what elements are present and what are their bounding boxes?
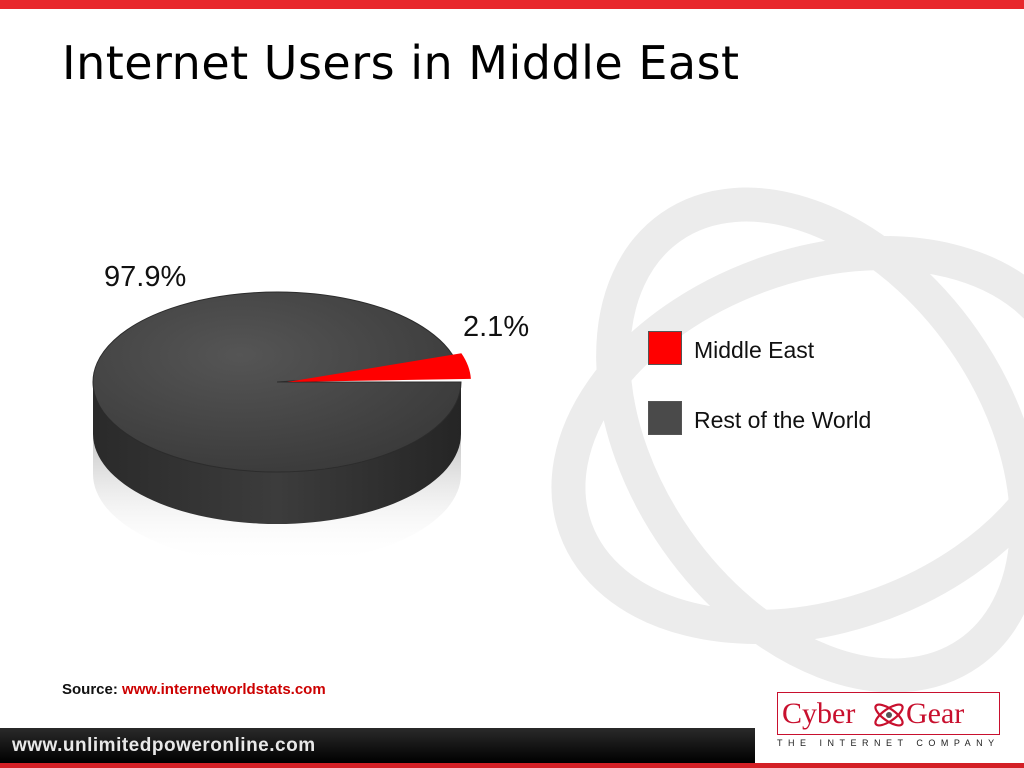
- data-label-middle-east: 2.1%: [463, 311, 529, 343]
- logo-box: Cyber Gear: [777, 692, 1000, 735]
- legend-item-rest-of-world: Rest of the World: [648, 401, 948, 437]
- footer-red-strip: [0, 763, 1024, 768]
- pie-reflection: [93, 434, 461, 564]
- top-accent-bar: [0, 0, 1024, 9]
- legend-label-rest-of-world: Rest of the World: [694, 407, 872, 433]
- footer-bar: www.unlimitedpoweronline.com: [0, 728, 755, 763]
- atom-icon: [874, 703, 904, 727]
- pie-slice-middle-east: [287, 353, 471, 382]
- footer-url[interactable]: www.unlimitedpoweronline.com: [12, 735, 316, 756]
- logo-tagline: THE INTERNET COMPANY: [777, 738, 1000, 748]
- source-link[interactable]: www.internetworldstats.com: [122, 681, 326, 698]
- legend-label-middle-east: Middle East: [694, 337, 815, 363]
- slide-title: Internet Users in Middle East: [62, 36, 740, 90]
- logo-text-right: Gear: [906, 697, 965, 730]
- pie-slice-rest-of-world: [92, 291, 462, 473]
- data-label-rest-of-the-world: 97.9%: [104, 261, 186, 293]
- source-note: Source: www.internetworldstats.com: [62, 681, 326, 698]
- logo-text-left: Cyber: [782, 697, 856, 730]
- legend-item-middle-east: Middle East: [648, 331, 948, 367]
- legend-swatch-middle-east: [648, 331, 682, 365]
- legend-swatch-rest-of-world: [648, 401, 682, 435]
- company-logo: Cyber Gear THE INTERNET COMPANY: [777, 692, 1002, 752]
- source-prefix: Source:: [62, 681, 118, 698]
- pie-side: [93, 382, 461, 524]
